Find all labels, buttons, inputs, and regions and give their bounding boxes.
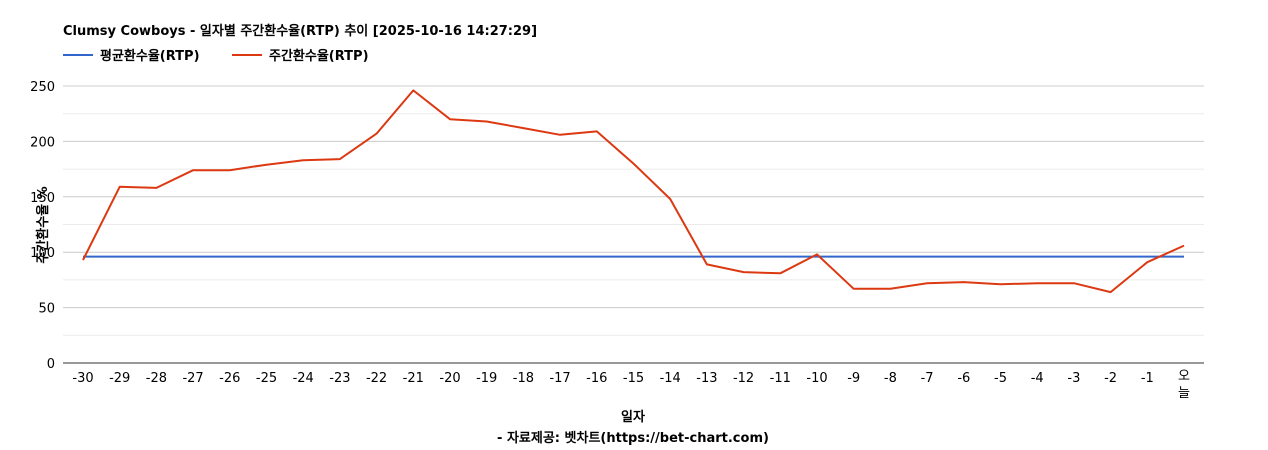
x-tick-label: -27 xyxy=(182,371,203,386)
legend: 평균환수율(RTP) 주간환수율(RTP) xyxy=(63,48,369,64)
legend-label-weekly: 주간환수율(RTP) xyxy=(269,48,369,64)
x-tick-label: -22 xyxy=(366,371,387,386)
x-tick-label: -16 xyxy=(586,371,607,386)
y-axis-label: 주간환수율 % xyxy=(35,186,51,263)
x-tick-label: -3 xyxy=(1067,371,1080,386)
x-tick-label: -17 xyxy=(549,371,570,386)
x-tick-label: -2 xyxy=(1104,371,1117,386)
y-tick-label: 50 xyxy=(38,302,55,317)
x-tick-label: -15 xyxy=(623,371,644,386)
series-lines xyxy=(82,89,1185,294)
x-tick-label: -26 xyxy=(219,371,240,386)
weekly-rtp-line xyxy=(82,89,1185,294)
x-tick-label: -4 xyxy=(1031,371,1044,386)
x-tick-label: -6 xyxy=(957,371,970,386)
x-tick-label: -11 xyxy=(770,371,791,386)
y-tick-label: 200 xyxy=(30,135,55,150)
x-tick-label: -13 xyxy=(696,371,717,386)
legend-label-average: 평균환수율(RTP) xyxy=(100,48,200,64)
x-tick-label: -23 xyxy=(329,371,350,386)
x-tick-label: -5 xyxy=(994,371,1007,386)
x-tick-label: -12 xyxy=(733,371,754,386)
x-tick-label: -10 xyxy=(806,371,827,386)
x-axis-ticks: -30 -29 -28 -27 -26 -25 -24 -23 -22 -21 -20 -19 -18-… xyxy=(72,369,1190,401)
x-tick-label: -25 xyxy=(256,371,277,386)
x-tick-label: -30 xyxy=(72,371,93,386)
y-tick-label: 100 xyxy=(30,246,55,261)
x-tick-label: -9 xyxy=(847,371,860,386)
x-tick-label: -28 xyxy=(146,371,167,386)
x-tick-label: -8 xyxy=(884,371,897,386)
x-tick-label: -21 xyxy=(403,371,424,386)
x-tick-label: -14 xyxy=(660,371,681,386)
x-tick-label: -29 xyxy=(109,371,130,386)
x-axis-label: 일자 xyxy=(621,410,645,425)
y-axis-ticks: 0 50 100 150 200 250 xyxy=(30,80,55,372)
x-tick-label: -1 xyxy=(1141,371,1154,386)
x-tick-label: -7 xyxy=(921,371,934,386)
gridlines xyxy=(63,85,1204,336)
x-tick-label: -18 xyxy=(513,371,534,386)
x-tick-label: -24 xyxy=(293,371,314,386)
y-tick-label: 0 xyxy=(47,357,55,372)
x-tick-label: -20 xyxy=(439,371,460,386)
source-credit: - 자료제공: 벳차트(https://bet-chart.com) xyxy=(497,430,769,446)
y-tick-label: 150 xyxy=(30,191,55,206)
x-tick-label: -19 xyxy=(476,371,497,386)
chart-title: Clumsy Cowboys - 일자별 주간환수율(RTP) 추이 [2025… xyxy=(63,23,537,39)
y-tick-label: 250 xyxy=(30,80,55,95)
